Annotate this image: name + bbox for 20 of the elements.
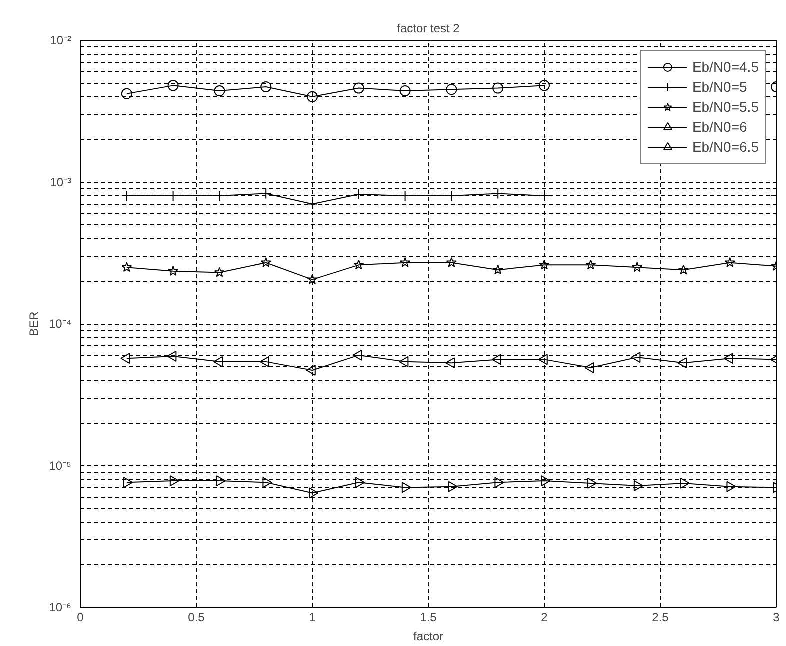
x-tick-label: 1 [309,610,316,624]
legend-label: Eb/N0=5.5 [692,99,759,115]
x-tick-label: 1.5 [420,610,438,624]
x-tick-label: 3 [773,610,780,624]
y-tick-label: 10⁻⁵ [49,458,72,473]
x-tick-label: 0 [77,610,84,624]
x-tick-label: 2.5 [652,610,670,624]
x-tick-label: 2 [541,610,548,624]
y-tick-label: 10⁻³ [50,175,72,190]
y-tick-label: 10⁻⁴ [48,317,72,331]
legend-label: Eb/N0=4.5 [692,59,759,75]
y-tick-label: 10⁻² [50,34,72,48]
legend-label: Eb/N0=6 [692,119,748,135]
x-axis-title: factor [413,630,444,644]
x-tick-label: 0.5 [188,610,206,624]
chart-title: factor test 2 [397,22,460,36]
y-tick-label: 10⁻⁶ [49,600,72,614]
legend-label: Eb/N0=5 [692,79,748,95]
y-axis-title: BER [26,311,41,336]
legend-label: Eb/N0=6.5 [692,139,759,155]
